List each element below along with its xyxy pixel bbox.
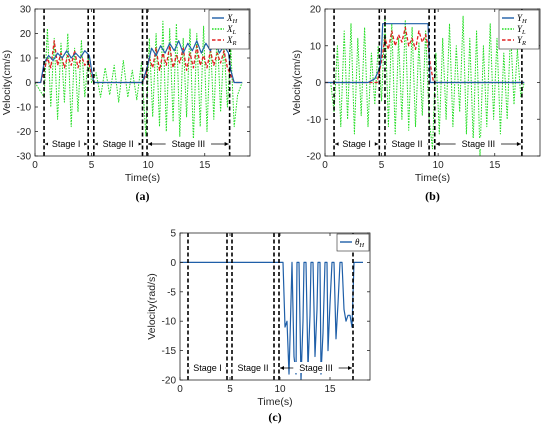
legend-entry-H: θH [355, 237, 364, 249]
x-tick-label: 10 [274, 384, 286, 395]
stage-label-bg [338, 138, 375, 149]
legend-entry-H: XH [226, 13, 238, 25]
stage-label-bg [386, 138, 428, 149]
x-tick-label: 5 [379, 160, 385, 171]
stage-label-bg [232, 362, 274, 373]
stage-label: Stage III [299, 363, 333, 373]
y-tick-label: -15 [162, 346, 177, 357]
y-tick-label: -10 [307, 115, 322, 126]
y-tick-label: 10 [310, 41, 322, 52]
y-tick-label: 5 [170, 229, 176, 240]
y-axis-label: Velocity(cm/s) [291, 50, 303, 115]
y-tick-label: -10 [17, 103, 32, 114]
legend-entry-R: YR [517, 35, 526, 47]
x-axis-label: Time(s) [125, 172, 160, 184]
series-line-H [180, 261, 363, 380]
y-tick-label: 0 [170, 258, 176, 269]
y-tick-label: -20 [307, 152, 322, 163]
figure-caption: (a) [136, 189, 150, 203]
x-axis-label: Time(s) [415, 172, 450, 184]
stage-label: Stage I [193, 363, 222, 373]
stage-label-bg [293, 362, 339, 373]
legend-box [336, 233, 370, 252]
legend-entry-H: YH [517, 13, 527, 25]
y-tick-label: -30 [17, 152, 32, 163]
y-tick-label: 0 [25, 78, 31, 89]
y-tick-label: -20 [17, 127, 32, 138]
chart-b: Stage I Stage II Stage III 0 5 10 15 -20 -10 0 10 2… [291, 5, 541, 203]
stage-label: Stage I [52, 139, 81, 149]
x-tick-label: 0 [322, 160, 328, 171]
x-tick-label: 10 [143, 160, 155, 171]
arrow-head-right [224, 142, 229, 146]
x-tick-label: 10 [433, 160, 445, 171]
plot-area [180, 233, 370, 380]
arrow-head-left [435, 142, 440, 146]
x-tick-label: 5 [227, 384, 233, 395]
chart-a: Stage I Stage II Stage III 0 5 10 15 -30 -20 -10 0… [1, 5, 251, 203]
x-tick-label: 0 [177, 384, 183, 395]
arrow-head-right [348, 366, 352, 370]
x-tick-label: 0 [32, 160, 38, 171]
stage-label-bg [97, 138, 139, 149]
legend: θH [336, 233, 370, 252]
series-line-L [325, 15, 525, 156]
arrow-head-left [280, 366, 284, 370]
plot-frame [179, 232, 371, 381]
stage-label-bg [48, 138, 85, 149]
stage-label: Stage II [237, 363, 268, 373]
x-tick-label: 5 [89, 160, 95, 171]
legend-entry-R: XR [226, 35, 237, 47]
y-tick-label: 0 [315, 78, 321, 89]
arrow-head-left [335, 142, 340, 146]
legend-entry-L: YL [517, 24, 526, 36]
y-tick-label: 30 [20, 5, 32, 16]
y-tick-label: 10 [20, 54, 32, 65]
figure-caption: (b) [425, 189, 440, 203]
y-tick-label: -5 [167, 287, 176, 298]
series-line-R [35, 40, 243, 84]
arrow-head-right [516, 142, 521, 146]
x-tick-label: 15 [199, 160, 211, 171]
stage-label: Stage II [103, 139, 134, 149]
stage-label-bg [189, 362, 226, 373]
y-axis-label: Velocity(cm/s) [1, 50, 13, 115]
figure-caption: (c) [268, 410, 281, 424]
x-axis-label: Time(s) [257, 396, 292, 408]
series-group [180, 261, 363, 380]
stage-label-bg [455, 138, 502, 149]
y-axis-label: Velocity(rad/s) [146, 273, 158, 340]
y-tick-label: 20 [20, 29, 32, 40]
arrow-head-right [374, 142, 379, 146]
x-tick-label: 15 [489, 160, 501, 171]
chart-c: Stage I Stage II Stage III 0 5 10 15 -20 -15 -10 -… [146, 229, 371, 424]
stage-label: Stage III [172, 139, 206, 149]
stage-label-bg [165, 138, 212, 149]
stage-label: Stage I [342, 139, 371, 149]
stage-label: Stage III [462, 139, 496, 149]
legend-entry-L: XL [226, 24, 237, 36]
arrow-head-left [148, 142, 153, 146]
x-tick-label: 15 [324, 384, 336, 395]
y-tick-label: -20 [162, 376, 177, 387]
y-tick-label: 20 [310, 5, 322, 16]
stage-label: Stage II [392, 139, 423, 149]
y-tick-label: -10 [162, 317, 177, 328]
